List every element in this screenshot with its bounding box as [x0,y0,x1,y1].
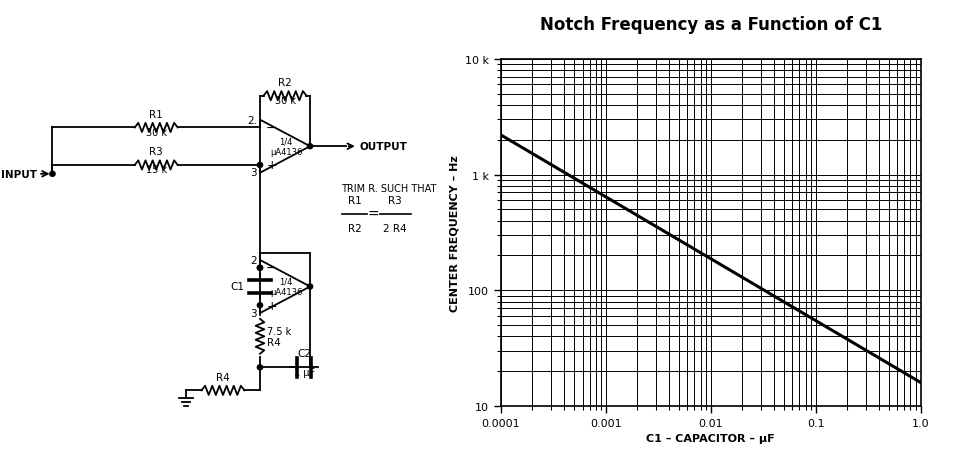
Text: 15 k: 15 k [146,165,167,175]
Text: 3: 3 [251,168,257,178]
Text: 1 μF: 1 μF [294,367,314,377]
Text: OUTPUT: OUTPUT [358,142,407,152]
Circle shape [307,144,313,149]
Circle shape [50,172,55,177]
Text: 1/4
μA4136: 1/4 μA4136 [270,137,302,157]
Text: +: + [266,299,276,312]
Text: =: = [367,208,379,222]
Text: R4: R4 [267,337,280,347]
Text: R1: R1 [347,196,361,206]
Text: C2: C2 [296,348,311,358]
Text: −: − [266,122,276,134]
Text: 1/4
μA4136: 1/4 μA4136 [270,277,302,297]
Text: Notch Frequency as a Function of C1: Notch Frequency as a Function of C1 [539,16,881,34]
Circle shape [257,365,262,370]
Circle shape [307,284,313,289]
Text: 3: 3 [251,308,257,318]
Text: R2: R2 [278,78,292,87]
Text: R4: R4 [216,372,230,382]
Y-axis label: CENTER FREQUENCY – Hz: CENTER FREQUENCY – Hz [449,155,459,311]
Text: R1: R1 [150,110,163,119]
Text: R2: R2 [347,224,361,234]
Text: 2: 2 [251,256,257,266]
Text: 2 R4: 2 R4 [383,224,406,234]
Text: C1: C1 [231,282,244,292]
Text: 7.5 k: 7.5 k [267,326,291,336]
Circle shape [257,266,262,271]
Text: +: + [266,159,276,172]
Text: −: − [266,262,276,274]
Text: 30 k: 30 k [274,96,295,106]
Text: INPUT: INPUT [1,169,36,179]
Text: R3: R3 [150,147,163,157]
Circle shape [257,303,262,308]
Text: TRIM R. SUCH THAT: TRIM R. SUCH THAT [341,183,436,193]
Circle shape [257,266,262,271]
X-axis label: C1 – CAPACITOR – μF: C1 – CAPACITOR – μF [646,433,774,443]
Circle shape [257,163,262,168]
Text: 2.: 2. [247,116,257,126]
Text: 30 k: 30 k [146,128,167,138]
Text: R3: R3 [388,196,401,206]
